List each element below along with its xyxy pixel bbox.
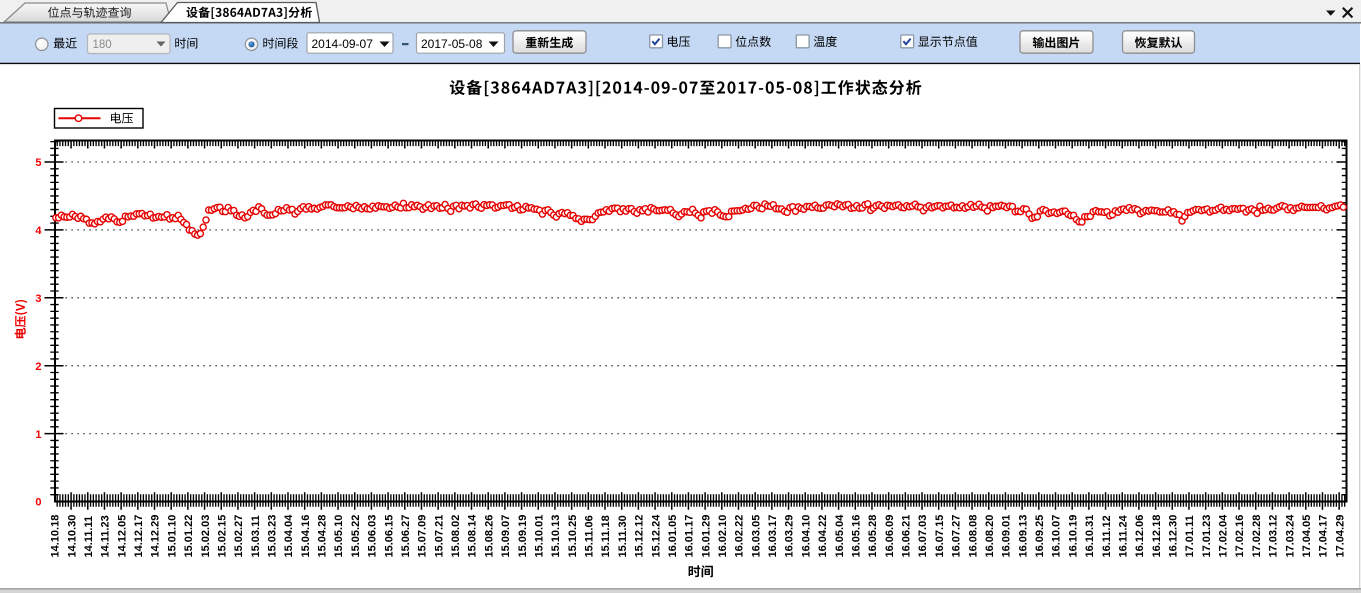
svg-text:16.01.29: 16.01.29	[700, 515, 712, 558]
svg-text:15.04.28: 15.04.28	[317, 515, 329, 558]
svg-text:15.07.21: 15.07.21	[433, 515, 445, 558]
svg-text:2: 2	[35, 361, 41, 373]
svg-text:180: 180	[93, 39, 112, 51]
svg-text:17.04.05: 17.04.05	[1301, 515, 1313, 558]
svg-text:15.03.23: 15.03.23	[267, 515, 279, 558]
svg-text:16.11.12: 16.11.12	[1101, 515, 1113, 557]
svg-text:16.04.22: 16.04.22	[817, 515, 829, 558]
svg-text:15.08.02: 15.08.02	[450, 515, 462, 558]
svg-text:15.01.10: 15.01.10	[166, 515, 178, 558]
svg-text:15.04.04: 15.04.04	[283, 514, 295, 558]
svg-text:16.10.31: 16.10.31	[1084, 515, 1096, 558]
svg-text:15.12.12: 15.12.12	[634, 515, 646, 558]
svg-text:14.10.18: 14.10.18	[50, 515, 62, 558]
svg-text:15.08.14: 15.08.14	[467, 514, 479, 558]
svg-text:0: 0	[35, 497, 41, 509]
svg-text:16.03.29: 16.03.29	[784, 515, 796, 558]
svg-text:15.06.27: 15.06.27	[400, 515, 412, 558]
svg-text:14.11.11: 14.11.11	[83, 516, 95, 558]
svg-text:15.09.19: 15.09.19	[517, 515, 529, 558]
svg-text:16.10.19: 16.10.19	[1067, 515, 1079, 558]
svg-text:17.02.28: 17.02.28	[1251, 515, 1263, 558]
svg-text:15.06.03: 15.06.03	[367, 515, 379, 558]
svg-text:15.08.26: 15.08.26	[483, 515, 495, 558]
svg-text:3: 3	[35, 293, 41, 305]
svg-text:15.03.11: 15.03.11	[250, 515, 262, 557]
svg-text:17.02.04: 17.02.04	[1218, 514, 1230, 558]
svg-text:17.04.17: 17.04.17	[1318, 515, 1330, 558]
svg-text:16.04.10: 16.04.10	[800, 515, 812, 558]
svg-text:14.12.29: 14.12.29	[150, 515, 162, 558]
svg-text:15.12.24: 15.12.24	[650, 514, 662, 558]
svg-text:16.01.17: 16.01.17	[684, 515, 696, 558]
svg-text:15.04.16: 15.04.16	[300, 515, 312, 558]
svg-text:15.02.27: 15.02.27	[233, 515, 245, 558]
svg-text:14.10.30: 14.10.30	[66, 515, 78, 558]
svg-text:16.02.10: 16.02.10	[717, 515, 729, 558]
svg-text:16.09.13: 16.09.13	[1017, 515, 1029, 558]
svg-text:17.03.12: 17.03.12	[1268, 515, 1280, 558]
svg-text:16.08.08: 16.08.08	[967, 515, 979, 558]
svg-text:2017-05-08: 2017-05-08	[421, 37, 483, 51]
svg-text:15.11.30: 15.11.30	[617, 515, 629, 557]
svg-text:16.05.28: 16.05.28	[867, 515, 879, 558]
svg-text:17.01.11: 17.01.11	[1184, 515, 1196, 557]
svg-text:16.02.22: 16.02.22	[734, 515, 746, 558]
svg-text:16.09.01: 16.09.01	[1001, 515, 1013, 558]
svg-text:16.12.06: 16.12.06	[1134, 515, 1146, 558]
svg-text:16.01.05: 16.01.05	[667, 515, 679, 558]
svg-text:16.12.30: 16.12.30	[1168, 515, 1180, 558]
svg-text:15.11.18: 15.11.18	[600, 515, 612, 557]
svg-text:16.11.24: 16.11.24	[1117, 514, 1129, 557]
svg-text:15.01.22: 15.01.22	[183, 515, 195, 558]
svg-text:16.07.27: 16.07.27	[951, 515, 963, 558]
svg-text:16.05.16: 16.05.16	[851, 515, 863, 558]
svg-text:17.01.23: 17.01.23	[1201, 515, 1213, 558]
svg-text:16.05.04: 16.05.04	[834, 514, 846, 558]
svg-text:15.11.06: 15.11.06	[584, 515, 596, 557]
svg-text:14.12.05: 14.12.05	[116, 515, 128, 558]
svg-text:5: 5	[35, 157, 41, 169]
svg-text:15.05.10: 15.05.10	[333, 515, 345, 558]
svg-text:16.08.20: 16.08.20	[984, 515, 996, 558]
svg-text:4: 4	[35, 225, 42, 237]
svg-text:1: 1	[35, 429, 41, 441]
svg-text:15.02.03: 15.02.03	[200, 515, 212, 558]
svg-text:14.12.17: 14.12.17	[133, 515, 145, 558]
svg-text:15.10.01: 15.10.01	[534, 515, 546, 558]
svg-text:16.07.15: 16.07.15	[934, 515, 946, 558]
svg-text:16.12.18: 16.12.18	[1151, 515, 1163, 558]
svg-text:15.05.22: 15.05.22	[350, 515, 362, 558]
svg-text:15.07.09: 15.07.09	[417, 515, 429, 558]
svg-text:14.11.23: 14.11.23	[100, 515, 112, 557]
svg-text:16.10.07: 16.10.07	[1051, 515, 1063, 558]
svg-text:16.03.05: 16.03.05	[750, 515, 762, 558]
svg-text:15.10.25: 15.10.25	[567, 515, 579, 558]
svg-text:16.09.25: 16.09.25	[1034, 515, 1046, 558]
svg-text:17.02.16: 17.02.16	[1234, 515, 1246, 558]
svg-text:17.03.24: 17.03.24	[1284, 514, 1296, 558]
svg-text:16.07.03: 16.07.03	[917, 515, 929, 558]
svg-text:15.02.15: 15.02.15	[216, 515, 228, 558]
svg-text:15.06.15: 15.06.15	[383, 515, 395, 558]
svg-text:16.06.21: 16.06.21	[901, 515, 913, 558]
svg-text:15.09.07: 15.09.07	[500, 515, 512, 558]
svg-text:16.03.17: 16.03.17	[767, 515, 779, 558]
svg-text:17.04.29: 17.04.29	[1334, 515, 1346, 558]
svg-text:2014-09-07: 2014-09-07	[312, 37, 374, 51]
svg-text:16.06.09: 16.06.09	[884, 515, 896, 558]
svg-text:15.10.13: 15.10.13	[550, 515, 562, 558]
